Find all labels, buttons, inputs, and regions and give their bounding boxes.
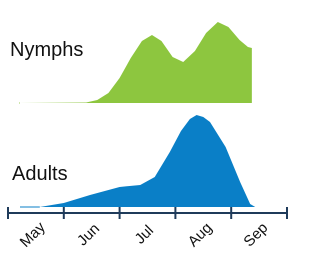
x-tick-label: Jun <box>74 220 103 249</box>
x-tick-label: Aug <box>185 219 216 250</box>
x-tick-label: May <box>17 218 49 250</box>
x-tick-label: Sep <box>240 219 271 250</box>
series-label: Adults <box>12 163 68 185</box>
area <box>19 22 252 103</box>
area <box>40 115 255 207</box>
chart: Nymphs Adults May Jun Jul Aug Sep <box>0 0 289 265</box>
x-tick-label: Jul <box>132 222 158 248</box>
series-label: Nymphs <box>10 39 83 61</box>
